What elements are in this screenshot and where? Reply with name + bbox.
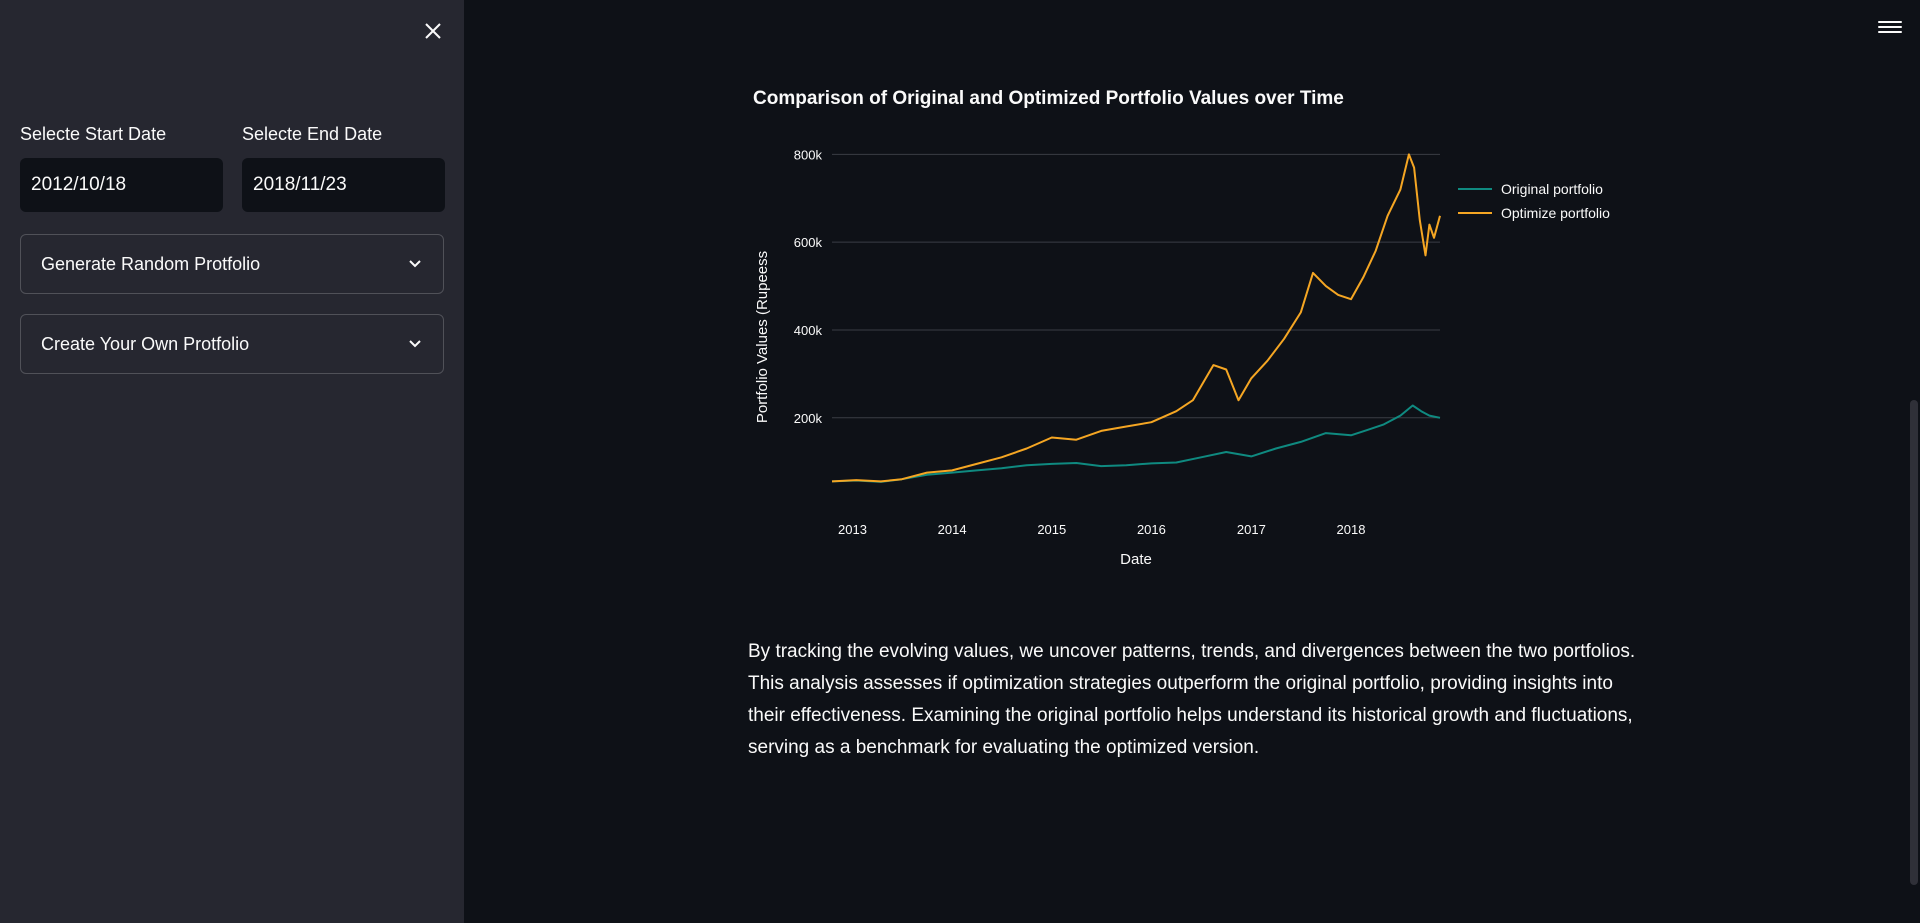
description-paragraph: By tracking the evolving values, we unco…	[748, 641, 1636, 758]
generate-random-portfolio-expander[interactable]: Generate Random Protfolio	[20, 234, 444, 294]
portfolio-chart: 200k 400k 600k 800k 2013 2014 2015 2016 2017 2018…	[754, 147, 1610, 568]
end-date-label: Selecte End Date	[242, 124, 383, 144]
y-tick-label: 200k	[794, 411, 823, 426]
series-line-original	[831, 404, 1441, 483]
series-line-optimized	[831, 153, 1441, 483]
end-date-input[interactable]: 2018/11/23	[242, 158, 445, 212]
sidebar: Selecte Start Date 2012/10/18 Selecte En…	[0, 0, 464, 923]
x-tick-label: 2017	[1237, 522, 1266, 537]
chart-title: Comparison of Original and Optimized Por…	[753, 88, 1344, 109]
scrollbar-thumb[interactable]	[1910, 400, 1918, 885]
y-tick-label: 600k	[794, 235, 823, 250]
y-tick-label: 400k	[794, 323, 823, 338]
scrollbar[interactable]	[1908, 0, 1920, 923]
y-axis-label: Portfolio Values (Rupeess	[754, 251, 771, 423]
expander-label: Create Your Own Protfolio	[41, 333, 250, 354]
start-date-label: Selecte Start Date	[20, 124, 167, 144]
start-date-group: Selecte Start Date 2012/10/18	[20, 124, 223, 212]
close-sidebar-button[interactable]	[418, 16, 448, 46]
x-tick-label: 2015	[1037, 522, 1066, 537]
x-tick-label: 2018	[1337, 522, 1366, 537]
legend-label: Original portfolio	[1501, 181, 1603, 197]
start-date-input[interactable]: 2012/10/18	[20, 158, 223, 212]
x-tick-label: 2013	[838, 522, 867, 537]
chevron-down-icon	[409, 260, 421, 268]
main-content: Comparison of Original and Optimized Por…	[464, 0, 1920, 923]
legend-label: Optimize portfolio	[1501, 205, 1610, 221]
chevron-down-icon	[409, 340, 421, 348]
menu-button[interactable]	[1878, 18, 1902, 38]
expander-label: Generate Random Protfolio	[41, 253, 261, 274]
end-date-group: Selecte End Date 2018/11/23	[242, 124, 445, 212]
x-tick-label: 2016	[1137, 522, 1166, 537]
create-own-portfolio-expander[interactable]: Create Your Own Protfolio	[20, 314, 444, 374]
x-axis-label: Date	[1120, 551, 1152, 568]
y-tick-label: 800k	[794, 147, 823, 162]
hamburger-icon	[1878, 21, 1902, 33]
x-tick-label: 2014	[938, 522, 967, 537]
close-icon	[425, 23, 441, 39]
